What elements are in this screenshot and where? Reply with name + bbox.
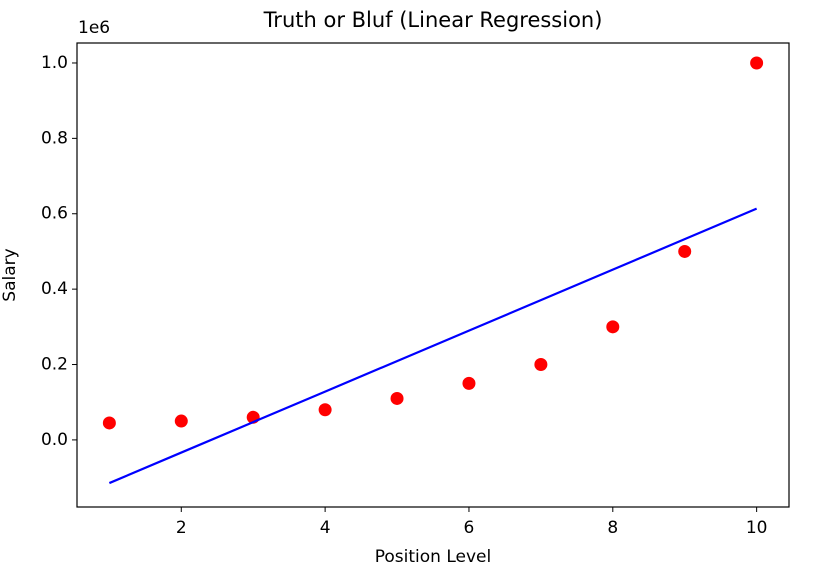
y-tick-label: 0.4 bbox=[41, 279, 68, 299]
y-tick-label: 0.0 bbox=[41, 430, 68, 450]
scatter-point bbox=[174, 414, 188, 428]
x-axis-label: Position Level bbox=[375, 547, 491, 567]
scatter-point bbox=[318, 403, 332, 417]
scatter-point bbox=[390, 391, 404, 405]
y-tick-label: 0.8 bbox=[41, 128, 68, 148]
regression-line bbox=[108, 207, 758, 485]
scatter-point bbox=[102, 416, 116, 430]
y-tick-label: 0.2 bbox=[41, 355, 68, 375]
x-tick-label: 4 bbox=[320, 518, 331, 538]
x-tick-label: 8 bbox=[607, 518, 618, 538]
y-tick-label: 0.6 bbox=[41, 204, 68, 224]
x-tick-label: 2 bbox=[176, 518, 187, 538]
x-tick-label: 6 bbox=[464, 518, 475, 538]
chart-title: Truth or Bluf (Linear Regression) bbox=[263, 8, 603, 32]
y-tick-label: 1.0 bbox=[41, 53, 68, 73]
plot-frame bbox=[76, 42, 790, 508]
scatter-point bbox=[534, 358, 548, 372]
x-tick-label: 10 bbox=[746, 518, 768, 538]
scatter-point bbox=[606, 320, 620, 334]
scatter-point bbox=[462, 376, 476, 390]
y-offset-label: 1e6 bbox=[78, 18, 110, 38]
y-axis-label: Salary bbox=[0, 248, 20, 301]
scatter-point bbox=[750, 56, 764, 70]
scatter-point bbox=[678, 244, 692, 258]
